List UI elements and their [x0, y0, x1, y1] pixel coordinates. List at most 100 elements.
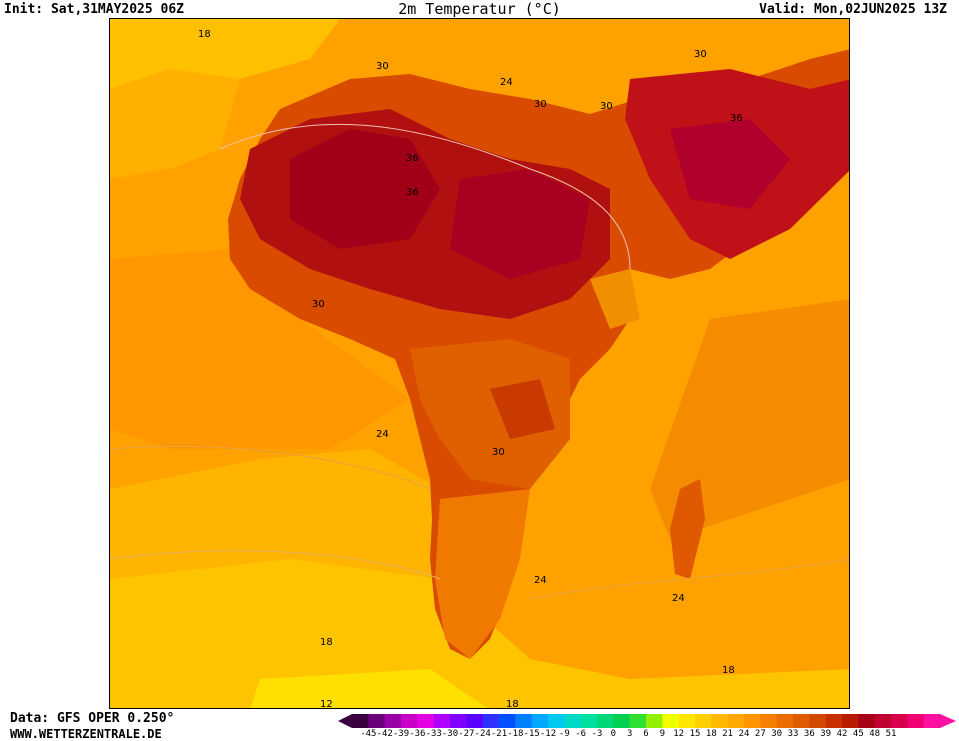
legend-swatch: [695, 714, 712, 728]
legend-tick-label: 45: [852, 729, 864, 739]
arabia-hottest: [670, 119, 790, 209]
isotherm-label: 30: [376, 61, 389, 72]
legend-swatch: [825, 714, 843, 728]
isotherm-label: 24: [376, 429, 389, 440]
ocean-nw-cool: [110, 19, 340, 89]
legend-tick-label: 27: [754, 729, 766, 739]
legend-swatch: [760, 714, 778, 728]
isotherm-label: 36: [406, 153, 419, 164]
congo-zone: [410, 339, 570, 489]
legend-tick-label: -9: [558, 729, 570, 739]
legend-arrow-right: [940, 714, 956, 728]
legend-swatch: [793, 714, 810, 728]
legend-tick-label: 33: [787, 729, 799, 739]
ocean-nw-mid: [110, 69, 240, 179]
legend-swatch: [548, 714, 565, 728]
legend-tick-label: -30: [441, 729, 459, 739]
legend-swatch: [809, 714, 827, 728]
legend-tick-label: 51: [885, 729, 897, 739]
legend-swatch: [874, 714, 892, 728]
legend-swatch: [597, 714, 614, 728]
legend-swatch: [401, 714, 418, 728]
isotherm-label: 30: [312, 299, 325, 310]
legend-tick-label: -6: [575, 729, 587, 739]
southern-africa-zone: [435, 489, 530, 659]
legend-tick-label: -15: [523, 729, 540, 739]
legend-swatch: [482, 714, 500, 728]
legend-tick-label: 36: [803, 729, 815, 739]
temperature-map[interactable]: 18 30 24 30 30 30 36 36 36 30 24 30 24 2…: [109, 18, 850, 709]
legend-arrow-left: [338, 714, 352, 728]
ethiopia-highlands: [590, 269, 640, 329]
legend-swatch: [776, 714, 794, 728]
map-canvas: 18 30 24 30 30 30 36 36 36 30 24 30 24 2…: [110, 19, 849, 709]
isotherm-label: 18: [506, 699, 519, 709]
legend-swatch: [499, 714, 516, 728]
legend-swatch: [727, 714, 745, 728]
legend-tick-label: -45: [360, 729, 377, 739]
legend-tick-label: -36: [409, 729, 426, 739]
isotherm-36: [219, 123, 631, 270]
legend-swatch: [842, 714, 859, 728]
legend-swatch: [613, 714, 631, 728]
congo-warm-patch: [490, 379, 555, 439]
isotherm-label: 30: [694, 49, 707, 60]
isotherm-label: 18: [722, 665, 735, 676]
sahara-hottest-central: [450, 169, 590, 279]
legend-tick-label: -3: [591, 729, 603, 739]
legend-tick-label: 48: [869, 729, 881, 739]
legend-tick-label: 39: [820, 729, 832, 739]
isotherm-label: 24: [500, 77, 513, 88]
legend-tick-label: -27: [458, 729, 475, 739]
isotherm-label: 36: [406, 187, 419, 198]
legend-swatch: [466, 714, 484, 728]
isotherm-label: 36: [730, 113, 743, 124]
ocean-south-cold: [250, 669, 488, 708]
color-legend: -45 -42 -39 -36 -33 -30 -27 -24 -21 -18 -15 -12 -9 -6…: [338, 712, 958, 740]
legend-swatch: [564, 714, 582, 728]
legend-swatch: [923, 714, 941, 728]
init-time: Init: Sat,31MAY2025 06Z: [4, 2, 185, 17]
legend-tick-label: -18: [507, 729, 524, 739]
legend-swatch: [417, 714, 435, 728]
legend-tick-label: 30: [771, 729, 783, 739]
legend-swatch: [646, 714, 663, 728]
isotherm-label: 18: [198, 29, 211, 40]
map-title: 2m Temperatur (°C): [398, 0, 561, 18]
website-link[interactable]: WWW.WETTERZENTRALE.DE: [10, 727, 162, 741]
isotherm-label: 30: [534, 99, 547, 110]
legend-swatch: [744, 714, 761, 728]
legend-tick-label: -39: [392, 729, 410, 739]
legend-swatch: [629, 714, 647, 728]
isotherm-24-atlantic: [110, 445, 431, 490]
legend-swatch: [678, 714, 696, 728]
legend-swatch: [858, 714, 876, 728]
legend-tick-label: 42: [836, 729, 848, 739]
legend-tick-label: 21: [722, 729, 734, 739]
legend-tick-label: 9: [659, 729, 666, 739]
valid-time: Valid: Mon,02JUN2025 13Z: [759, 2, 947, 17]
legend-tick-label: -33: [425, 729, 442, 739]
legend-swatch: [384, 714, 402, 728]
legend-tick-label: -42: [376, 729, 393, 739]
legend-swatch: [515, 714, 533, 728]
legend-tick-label: -24: [474, 729, 491, 739]
sahara-hottest-west: [290, 129, 440, 249]
legend-swatch: [907, 714, 925, 728]
isotherm-label: 30: [600, 101, 613, 112]
isotherm-24-indian: [529, 558, 849, 600]
isotherm-label: 12: [320, 699, 333, 709]
isotherm-label: 24: [534, 575, 547, 586]
legend-tick-label: 3: [626, 729, 633, 739]
legend-tick-label: 18: [705, 729, 717, 739]
legend-swatch: [662, 714, 680, 728]
legend-tick-label: 6: [643, 729, 649, 739]
isotherm-label: 18: [320, 637, 333, 648]
ocean-atlantic-warm: [110, 249, 410, 449]
legend-swatch: [368, 714, 386, 728]
isotherm-label: 30: [492, 447, 505, 458]
legend-swatch: [433, 714, 451, 728]
legend-swatch: [891, 714, 908, 728]
legend-tick-label: -12: [539, 729, 557, 739]
legend-tick-label: 0: [610, 729, 617, 739]
